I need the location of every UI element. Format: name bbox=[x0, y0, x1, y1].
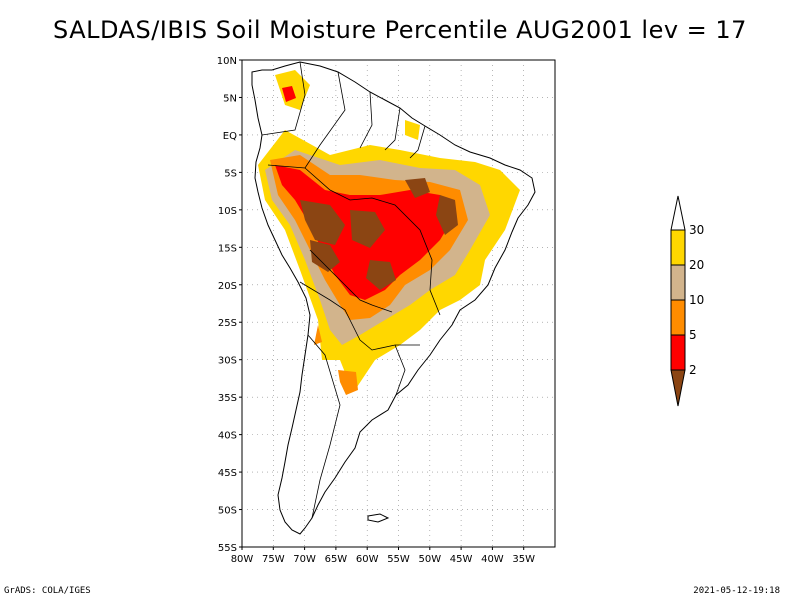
lon-tick-label: 50W bbox=[418, 554, 441, 565]
lon-tick-label: 80W bbox=[231, 554, 254, 565]
lon-tick-label: 75W bbox=[262, 554, 285, 565]
country-borders bbox=[261, 61, 441, 519]
lon-tick-label: 65W bbox=[325, 554, 348, 565]
color-legend: 30 20 10 5 2 bbox=[670, 195, 704, 407]
lat-tick-label: 20S bbox=[218, 281, 237, 292]
footer-timestamp: 2021-05-12-19:18 bbox=[693, 586, 780, 596]
lon-tick-label: 45W bbox=[450, 554, 473, 565]
lat-tick-label: EQ bbox=[223, 131, 237, 142]
latitude-labels: 10N 5N EQ 5S 10S 15S 20S 25S 30S 35S 40S 45S 50S 55S bbox=[217, 56, 242, 554]
legend-label: 5 bbox=[689, 328, 697, 342]
legend-label: 30 bbox=[689, 223, 704, 237]
legend-color-box bbox=[670, 229, 686, 266]
lon-tick-label: 60W bbox=[356, 554, 379, 565]
legend-label: 2 bbox=[689, 363, 697, 377]
lat-tick-label: 35S bbox=[218, 393, 237, 404]
lat-tick-label: 50S bbox=[218, 506, 237, 517]
lon-tick-label: 70W bbox=[293, 554, 316, 565]
map-title: SALDAS/IBIS Soil Moisture Percentile AUG… bbox=[53, 16, 747, 44]
falklands-outline bbox=[367, 513, 390, 523]
lat-tick-label: 10S bbox=[218, 206, 237, 217]
lat-tick-label: 30S bbox=[218, 356, 237, 367]
lat-tick-label: 5N bbox=[223, 93, 237, 104]
legend-color-box bbox=[670, 299, 686, 336]
lat-tick-label: 5S bbox=[224, 168, 237, 179]
lon-tick-label: 35W bbox=[512, 554, 535, 565]
legend-color-box bbox=[670, 334, 686, 371]
lat-tick-label: 10N bbox=[217, 56, 237, 67]
legend-label: 10 bbox=[689, 293, 704, 307]
lon-tick-label: 40W bbox=[481, 554, 504, 565]
legend-label: 20 bbox=[689, 258, 704, 272]
legend-color-box bbox=[670, 264, 686, 301]
footer-credit: GrADS: COLA/IGES bbox=[4, 586, 91, 596]
legend-bottom-arrow bbox=[670, 369, 686, 407]
lat-tick-label: 15S bbox=[218, 243, 237, 254]
lat-tick-label: 55S bbox=[218, 543, 237, 554]
percentile-field bbox=[258, 70, 520, 395]
legend-top-arrow bbox=[670, 195, 686, 231]
lat-tick-label: 45S bbox=[218, 468, 237, 479]
lat-tick-label: 25S bbox=[218, 318, 237, 329]
lon-tick-label: 55W bbox=[387, 554, 410, 565]
lat-tick-label: 40S bbox=[218, 431, 237, 442]
continent-outline bbox=[251, 61, 536, 535]
longitude-labels: 80W 75W 70W 65W 60W 55W 50W 45W 40W 35W bbox=[231, 547, 535, 565]
